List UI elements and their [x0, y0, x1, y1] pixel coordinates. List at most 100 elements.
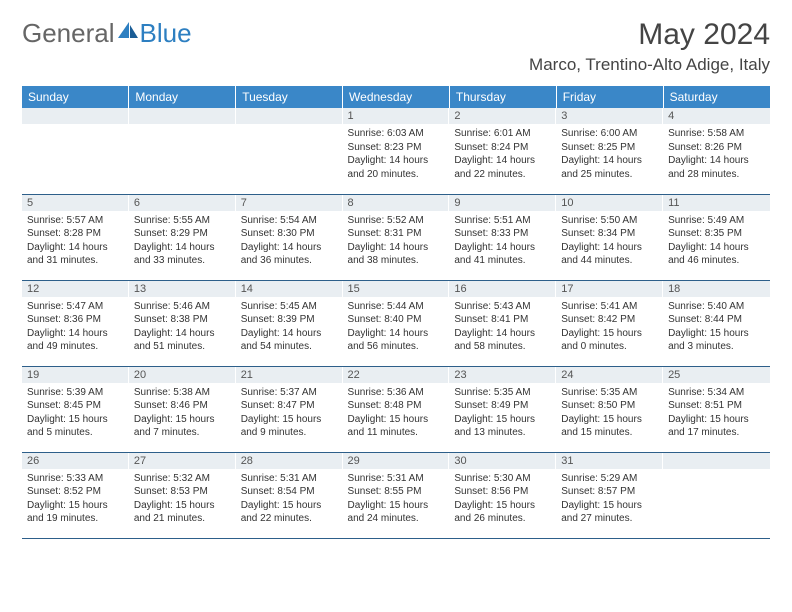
- cell-body: Sunrise: 5:55 AMSunset: 8:29 PMDaylight:…: [129, 211, 236, 272]
- calendar-cell: 27Sunrise: 5:32 AMSunset: 8:53 PMDayligh…: [129, 452, 236, 538]
- cell-line: Sunset: 8:51 PM: [668, 399, 765, 413]
- calendar-cell: [22, 108, 129, 194]
- cell-line: Sunrise: 5:29 AM: [561, 472, 658, 486]
- cell-line: Sunrise: 6:01 AM: [454, 127, 551, 141]
- cell-body: Sunrise: 5:50 AMSunset: 8:34 PMDaylight:…: [556, 211, 663, 272]
- calendar-cell: 19Sunrise: 5:39 AMSunset: 8:45 PMDayligh…: [22, 366, 129, 452]
- cell-body: Sunrise: 5:54 AMSunset: 8:30 PMDaylight:…: [236, 211, 343, 272]
- day-number: 9: [449, 195, 556, 211]
- cell-line: and 38 minutes.: [348, 254, 445, 268]
- cell-line: Sunrise: 5:58 AM: [668, 127, 765, 141]
- cell-body: Sunrise: 5:43 AMSunset: 8:41 PMDaylight:…: [449, 297, 556, 358]
- cell-line: Sunset: 8:29 PM: [134, 227, 231, 241]
- day-header: Thursday: [449, 86, 556, 108]
- cell-line: and 22 minutes.: [241, 512, 338, 526]
- cell-line: Sunset: 8:23 PM: [348, 141, 445, 155]
- cell-line: Sunset: 8:26 PM: [668, 141, 765, 155]
- day-number: 13: [129, 281, 236, 297]
- cell-body: [236, 124, 343, 174]
- cell-line: and 27 minutes.: [561, 512, 658, 526]
- cell-line: Sunrise: 5:35 AM: [454, 386, 551, 400]
- cell-line: Sunset: 8:35 PM: [668, 227, 765, 241]
- day-header: Tuesday: [236, 86, 343, 108]
- cell-line: Daylight: 14 hours: [348, 241, 445, 255]
- cell-line: Sunset: 8:54 PM: [241, 485, 338, 499]
- cell-line: and 17 minutes.: [668, 426, 765, 440]
- calendar-cell: 24Sunrise: 5:35 AMSunset: 8:50 PMDayligh…: [556, 366, 663, 452]
- cell-line: Sunrise: 5:31 AM: [241, 472, 338, 486]
- day-number: 15: [343, 281, 450, 297]
- day-number: [663, 453, 770, 469]
- cell-line: Sunset: 8:39 PM: [241, 313, 338, 327]
- cell-line: and 41 minutes.: [454, 254, 551, 268]
- day-number: 26: [22, 453, 129, 469]
- calendar-head: SundayMondayTuesdayWednesdayThursdayFrid…: [22, 86, 770, 108]
- cell-line: and 13 minutes.: [454, 426, 551, 440]
- cell-body: Sunrise: 5:51 AMSunset: 8:33 PMDaylight:…: [449, 211, 556, 272]
- cell-body: Sunrise: 5:38 AMSunset: 8:46 PMDaylight:…: [129, 383, 236, 444]
- day-number: 17: [556, 281, 663, 297]
- cell-body: Sunrise: 5:31 AMSunset: 8:54 PMDaylight:…: [236, 469, 343, 530]
- day-number: 30: [449, 453, 556, 469]
- day-number: 22: [343, 367, 450, 383]
- cell-line: Sunset: 8:52 PM: [27, 485, 124, 499]
- cell-line: Sunset: 8:30 PM: [241, 227, 338, 241]
- cell-body: Sunrise: 6:00 AMSunset: 8:25 PMDaylight:…: [556, 124, 663, 185]
- calendar-cell: 8Sunrise: 5:52 AMSunset: 8:31 PMDaylight…: [343, 194, 450, 280]
- cell-body: Sunrise: 5:47 AMSunset: 8:36 PMDaylight:…: [22, 297, 129, 358]
- day-number: 20: [129, 367, 236, 383]
- cell-line: Sunrise: 5:34 AM: [668, 386, 765, 400]
- calendar-week-row: 5Sunrise: 5:57 AMSunset: 8:28 PMDaylight…: [22, 194, 770, 280]
- day-number: 21: [236, 367, 343, 383]
- cell-line: Sunset: 8:49 PM: [454, 399, 551, 413]
- cell-line: and 33 minutes.: [134, 254, 231, 268]
- cell-line: Daylight: 15 hours: [561, 499, 658, 513]
- cell-line: Daylight: 14 hours: [27, 241, 124, 255]
- cell-line: Daylight: 15 hours: [454, 499, 551, 513]
- day-number: 31: [556, 453, 663, 469]
- day-number: 12: [22, 281, 129, 297]
- cell-line: Sunset: 8:33 PM: [454, 227, 551, 241]
- calendar-cell: 31 Sunrise: 5:29 AMSunset: 8:57 PMDayligh…: [556, 452, 663, 538]
- calendar-cell: [129, 108, 236, 194]
- cell-line: Sunset: 8:40 PM: [348, 313, 445, 327]
- day-number: 14: [236, 281, 343, 297]
- calendar-cell: 22Sunrise: 5:36 AMSunset: 8:48 PMDayligh…: [343, 366, 450, 452]
- cell-body: Sunrise: 5:32 AMSunset: 8:53 PMDaylight:…: [129, 469, 236, 530]
- cell-line: Daylight: 15 hours: [668, 327, 765, 341]
- cell-line: Sunset: 8:57 PM: [561, 485, 658, 499]
- cell-body: Sunrise: 6:03 AMSunset: 8:23 PMDaylight:…: [343, 124, 450, 185]
- cell-line: Sunset: 8:34 PM: [561, 227, 658, 241]
- cell-line: Sunrise: 5:52 AM: [348, 214, 445, 228]
- cell-line: Sunrise: 5:37 AM: [241, 386, 338, 400]
- calendar-cell: 7Sunrise: 5:54 AMSunset: 8:30 PMDaylight…: [236, 194, 343, 280]
- cell-line: Sunrise: 5:44 AM: [348, 300, 445, 314]
- calendar-cell: [236, 108, 343, 194]
- cell-line: Sunset: 8:45 PM: [27, 399, 124, 413]
- calendar-cell: 20Sunrise: 5:38 AMSunset: 8:46 PMDayligh…: [129, 366, 236, 452]
- cell-body: Sunrise: 5:49 AMSunset: 8:35 PMDaylight:…: [663, 211, 770, 272]
- day-number: 18: [663, 281, 770, 297]
- cell-line: Sunset: 8:25 PM: [561, 141, 658, 155]
- cell-line: Daylight: 15 hours: [27, 499, 124, 513]
- calendar-cell: 10Sunrise: 5:50 AMSunset: 8:34 PMDayligh…: [556, 194, 663, 280]
- cell-line: Sunset: 8:28 PM: [27, 227, 124, 241]
- cell-line: Daylight: 15 hours: [454, 413, 551, 427]
- cell-line: and 9 minutes.: [241, 426, 338, 440]
- cell-body: Sunrise: 5:45 AMSunset: 8:39 PMDaylight:…: [236, 297, 343, 358]
- calendar-week-row: 1Sunrise: 6:03 AMSunset: 8:23 PMDaylight…: [22, 108, 770, 194]
- day-number: 4: [663, 108, 770, 124]
- cell-line: and 0 minutes.: [561, 340, 658, 354]
- cell-line: and 20 minutes.: [348, 168, 445, 182]
- day-header: Saturday: [663, 86, 770, 108]
- calendar-body: 1Sunrise: 6:03 AMSunset: 8:23 PMDaylight…: [22, 108, 770, 538]
- cell-line: Daylight: 14 hours: [27, 327, 124, 341]
- cell-line: Sunrise: 5:45 AM: [241, 300, 338, 314]
- cell-body: Sunrise: 5:31 AMSunset: 8:55 PMDaylight:…: [343, 469, 450, 530]
- cell-line: Daylight: 15 hours: [348, 499, 445, 513]
- cell-line: and 11 minutes.: [348, 426, 445, 440]
- cell-line: and 19 minutes.: [27, 512, 124, 526]
- cell-body: Sunrise: 5:33 AMSunset: 8:52 PMDaylight:…: [22, 469, 129, 530]
- calendar-cell: 1Sunrise: 6:03 AMSunset: 8:23 PMDaylight…: [343, 108, 450, 194]
- cell-line: Sunrise: 5:57 AM: [27, 214, 124, 228]
